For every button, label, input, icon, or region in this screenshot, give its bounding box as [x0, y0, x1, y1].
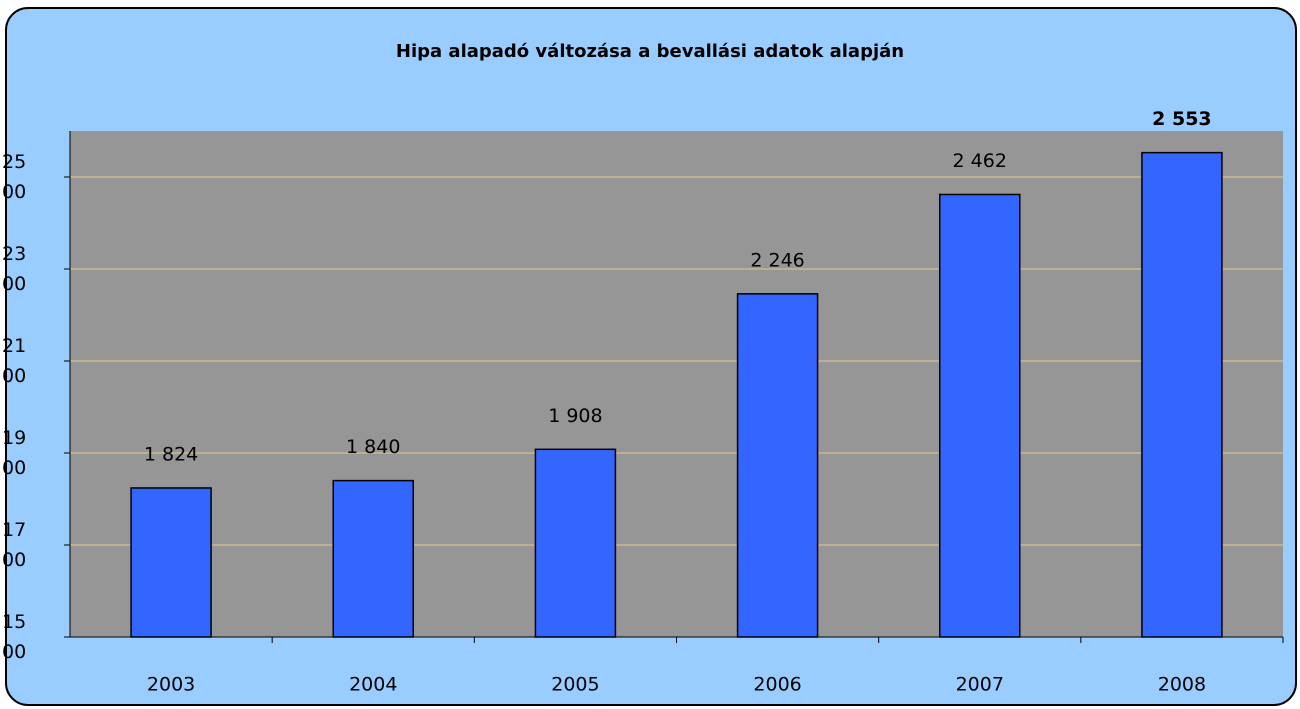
data-label: 1 840 — [346, 436, 400, 458]
data-label: 2 246 — [750, 249, 804, 271]
bar — [534, 448, 617, 638]
y-tick-label: 2500 — [2, 151, 27, 203]
chart-title: Hipa alapadó változása a bevallási adato… — [396, 41, 904, 62]
x-tick-label: 2006 — [753, 674, 801, 696]
y-tick-label: 2300 — [2, 243, 27, 295]
data-label: 2 462 — [953, 150, 1007, 172]
y-tick-label: 1500 — [2, 611, 27, 663]
x-tick-label: 2005 — [551, 674, 599, 696]
x-tick-label: 2004 — [349, 674, 397, 696]
bar — [939, 193, 1021, 638]
y-tick-label: 1700 — [2, 519, 27, 571]
data-label: 1 824 — [144, 443, 198, 465]
y-tick-label: 1900 — [2, 427, 27, 479]
data-label: 2 553 — [1152, 108, 1212, 130]
bar — [736, 293, 819, 638]
y-tick-label: 2100 — [2, 335, 27, 387]
bar — [130, 487, 212, 638]
x-tick-label: 2008 — [1158, 674, 1206, 696]
bar — [332, 479, 414, 638]
x-tick-label: 2007 — [956, 674, 1004, 696]
bar — [1141, 151, 1223, 638]
plot-area — [70, 131, 1283, 637]
x-tick-label: 2003 — [147, 674, 195, 696]
data-label: 1 908 — [548, 405, 602, 427]
